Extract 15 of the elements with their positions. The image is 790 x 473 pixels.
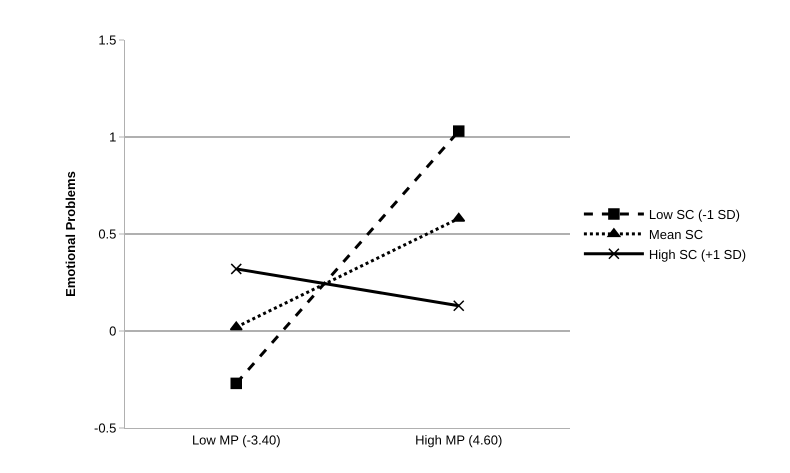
point: [230, 263, 242, 275]
y-tick-label: -0.5: [94, 420, 116, 436]
x-tick-label: High MP (4.60): [415, 432, 502, 448]
point: [453, 300, 464, 312]
x-tick-label: Low MP (-3.40): [192, 432, 281, 448]
y-tick-label: 1: [109, 130, 116, 145]
legend-label: High SC (+1 SD): [648, 246, 746, 262]
y-axis-title: Emotional Problems: [62, 171, 78, 297]
point: [230, 378, 242, 390]
y-tick-label: 1.5: [98, 32, 116, 48]
y-tick-label: 0: [109, 324, 116, 339]
legend-label: Low SC (-1 SD): [648, 207, 740, 222]
legend-label: Mean SC: [648, 226, 704, 242]
y-tick-label: 0.5: [98, 226, 116, 242]
point: [453, 125, 464, 137]
